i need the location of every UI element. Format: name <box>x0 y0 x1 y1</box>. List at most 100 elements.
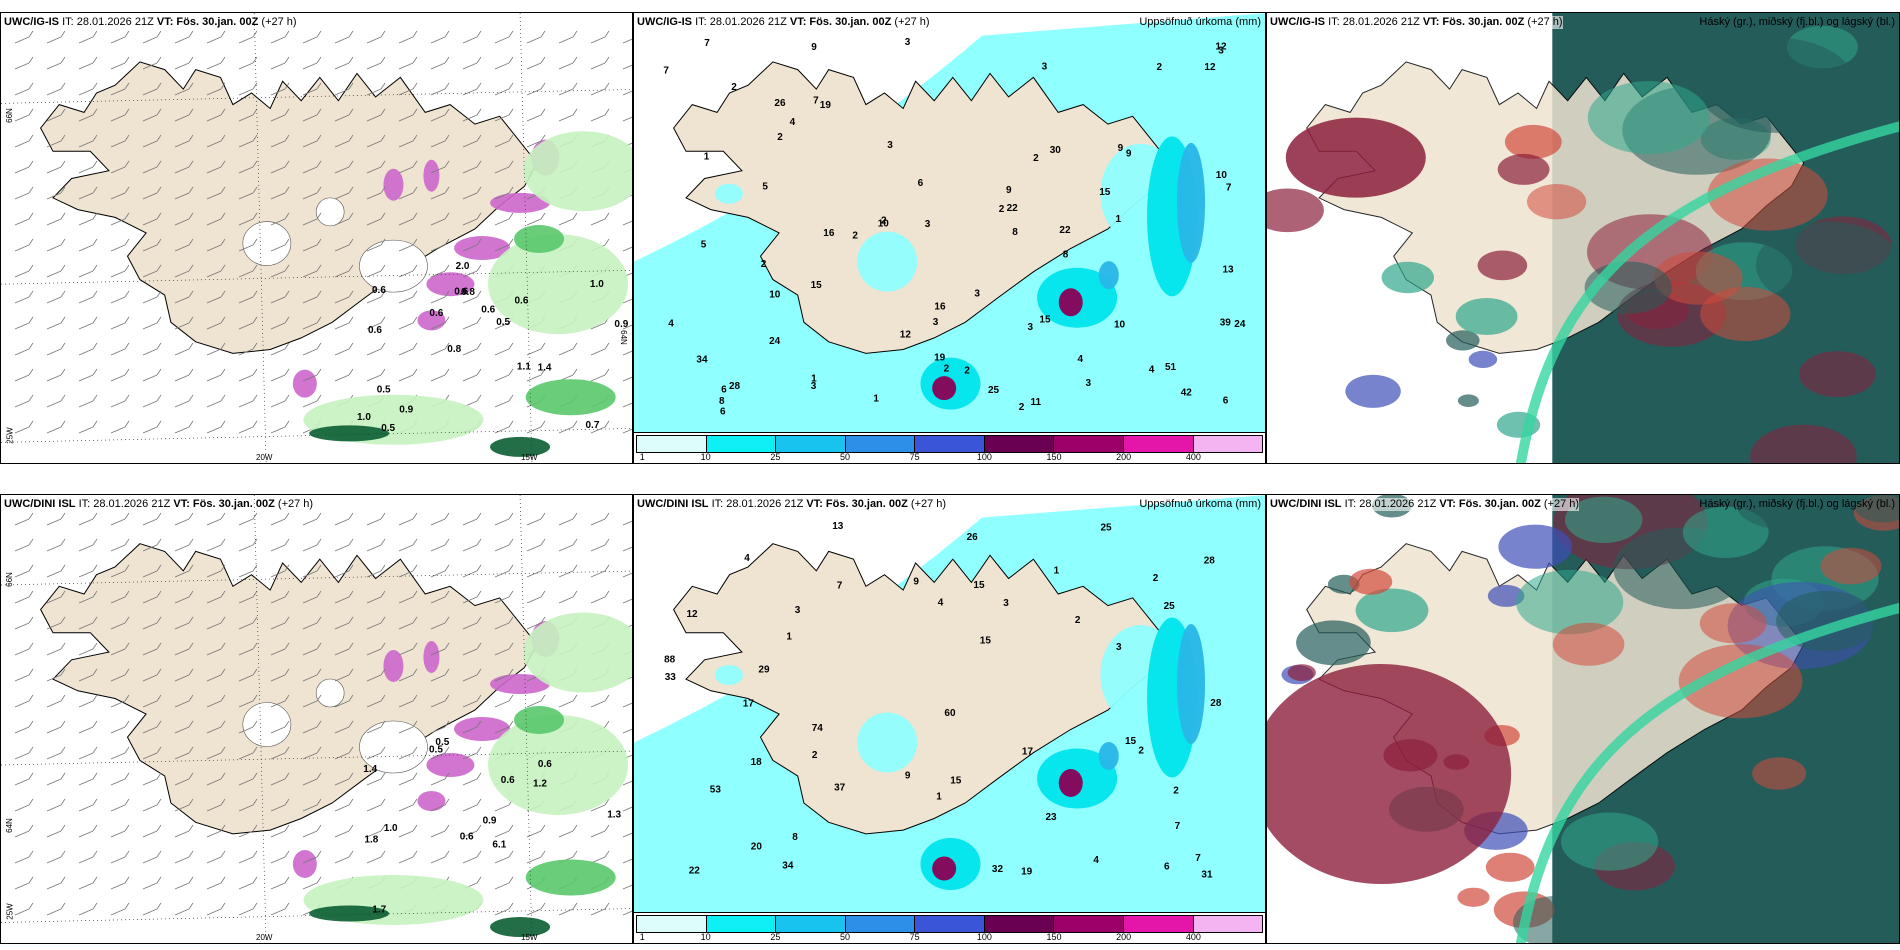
value-label: 0.9 <box>483 816 497 827</box>
wind-barb <box>430 570 446 578</box>
precip-area <box>514 225 565 253</box>
wind-barb-flag <box>508 420 514 428</box>
wind-barb-flag <box>124 876 130 884</box>
wind-barb-flag <box>60 212 66 220</box>
wind-barb <box>238 166 254 174</box>
wind-barb <box>558 570 574 578</box>
wind-barb <box>622 298 632 304</box>
colorbar-tick-label: 25 <box>770 452 781 462</box>
wind-barb-flag <box>316 56 322 64</box>
precip-area <box>488 234 629 335</box>
wind-barb-flag <box>572 694 578 702</box>
wind-barb-flag <box>508 238 514 246</box>
wind-barb <box>14 726 30 734</box>
wind-barb <box>526 570 542 578</box>
wind-barb <box>206 622 222 630</box>
wind-barb <box>462 114 478 122</box>
wind-barb-flag <box>476 590 482 598</box>
wind-barb <box>590 114 606 122</box>
wind-barb-flag <box>316 876 322 884</box>
wind-barb-flag <box>604 30 610 38</box>
wind-barb <box>206 244 222 252</box>
wind-barb <box>206 804 222 812</box>
wind-barb <box>14 804 30 812</box>
wind-barb-flag <box>380 850 386 858</box>
valid-label: VT: <box>156 16 174 28</box>
wind-barb <box>622 64 632 70</box>
wind-barb <box>494 518 510 526</box>
wind-barb-flag <box>124 824 130 832</box>
wind-barb-flag <box>92 160 98 168</box>
wind-barb <box>206 674 222 682</box>
wind-barb-flag <box>348 746 354 754</box>
wind-barb-flag <box>284 420 290 428</box>
panel-bottom-left: 0.5 0.6 1.3 0.6 6.1 1.0 1.4 1.2 1.8 0.6 0.9 1.7 0.5 … <box>0 494 633 944</box>
lon-label-20w: 20W <box>256 933 273 942</box>
value-label: 19 <box>934 352 946 363</box>
wind-barb-flag <box>380 56 386 64</box>
wind-barb-flag <box>380 824 386 832</box>
wind-barb-flag <box>316 642 322 650</box>
wind-barb-flag <box>188 368 194 376</box>
wind-barb <box>270 570 286 578</box>
wind-barb-flag <box>252 694 258 702</box>
wind-barb-flag <box>380 538 386 546</box>
precip-area <box>932 376 957 401</box>
wind-barb-flag <box>476 564 482 572</box>
value-label: 3 <box>1003 598 1009 609</box>
value-label: 1.4 <box>538 363 552 374</box>
snow-area <box>426 272 475 297</box>
wind-barb <box>494 166 510 174</box>
wind-barb <box>110 192 126 200</box>
wind-barb <box>526 856 542 864</box>
wind-barb-flag <box>156 590 162 598</box>
wind-barb-flag <box>188 186 194 194</box>
valid-label: VT: <box>806 498 823 510</box>
valid-time: Fös. 30.jan. 00Z <box>192 498 275 510</box>
wind-barb-flag <box>380 264 386 272</box>
lead-time: (+27 h) <box>894 16 930 28</box>
colorbar-tick-label: 100 <box>976 932 992 942</box>
wind-barb-flag <box>508 56 514 64</box>
wind-barb <box>494 140 510 148</box>
wind-barb <box>238 426 254 434</box>
colorbar-cell <box>915 916 985 932</box>
wind-barb-flag <box>252 772 258 780</box>
value-label: 2 <box>1019 402 1025 413</box>
wind-barb <box>206 778 222 786</box>
value-label: 4 <box>938 598 944 609</box>
wind-barb <box>334 596 350 604</box>
wind-barb-flag <box>284 108 290 116</box>
value-label: 15 <box>1039 315 1051 326</box>
wind-barb <box>142 218 158 226</box>
wind-barb-flag <box>444 368 450 376</box>
wind-barb <box>302 296 318 304</box>
wind-barb <box>174 166 190 174</box>
colorbar-tick-label: 50 <box>839 452 851 462</box>
wind-barb-flag <box>508 720 514 728</box>
wind-barb <box>174 244 190 252</box>
wind-barb <box>398 114 414 122</box>
wind-barb <box>302 88 318 96</box>
wind-barb <box>142 674 158 682</box>
wind-barb <box>494 244 510 252</box>
wind-barb <box>334 830 350 838</box>
cloud-area <box>1485 852 1535 882</box>
value-label: 20 <box>751 842 763 853</box>
land <box>673 543 1171 835</box>
wind-barb-flag <box>412 668 418 676</box>
wind-barb <box>46 88 62 96</box>
wind-barb-flag <box>60 720 66 728</box>
wind-barb <box>46 322 62 330</box>
snow-area <box>423 641 440 673</box>
wind-barb-flag <box>188 720 194 728</box>
wind-barb <box>462 700 478 708</box>
wind-barb <box>590 596 606 604</box>
wind-barb <box>462 348 478 356</box>
wind-barb-flag <box>156 134 162 142</box>
wind-barb-flag <box>124 616 130 624</box>
wind-barb <box>206 752 222 760</box>
wind-barb-flag <box>476 694 482 702</box>
wind-barb-flag <box>380 798 386 806</box>
wind-barb-flag <box>252 420 258 428</box>
